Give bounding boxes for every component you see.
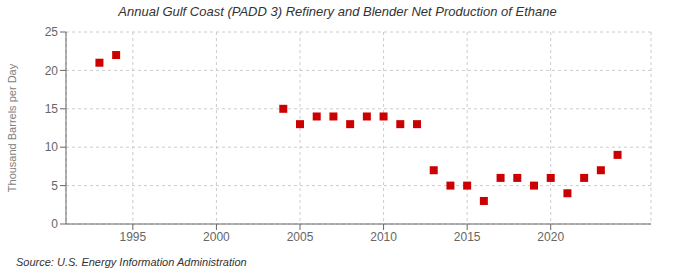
svg-text:Thousand Barrels per Day: Thousand Barrels per Day [8, 63, 18, 192]
svg-text:15: 15 [45, 102, 59, 116]
html-text:Source: U.S. Energy Informatio: Source: U.S. Energy Information Administ… [16, 256, 247, 268]
svg-text:10: 10 [45, 140, 59, 154]
svg-text:5: 5 [51, 179, 58, 193]
svg-text:0: 0 [51, 217, 58, 231]
svg-text:2015: 2015 [454, 230, 481, 244]
svg-text:2020: 2020 [537, 230, 564, 244]
svg-text:25: 25 [45, 25, 59, 39]
html-text:Annual Gulf Coast (PADD 3) Ref: Annual Gulf Coast (PADD 3) Refinery and … [118, 4, 557, 19]
svg-text:20: 20 [45, 64, 59, 78]
svg-text:2000: 2000 [203, 230, 230, 244]
svg-text:2010: 2010 [370, 230, 397, 244]
svg-text:2005: 2005 [287, 230, 314, 244]
svg-text:1995: 1995 [120, 230, 147, 244]
